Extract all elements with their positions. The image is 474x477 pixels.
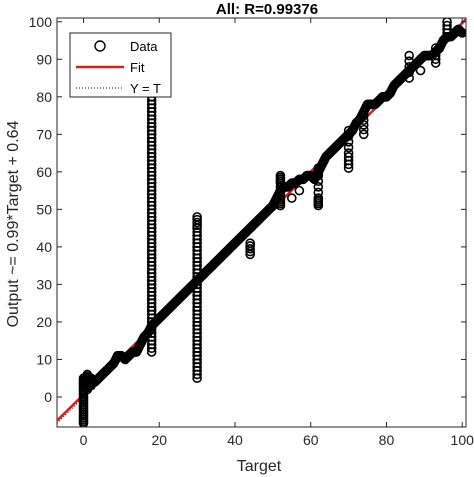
y-tick-label: 20 (36, 314, 52, 330)
x-tick-label: 40 (227, 432, 243, 448)
x-tick-label: 80 (379, 432, 395, 448)
data-point (275, 170, 286, 181)
data-point (404, 61, 414, 72)
data-point (343, 152, 354, 162)
x-tick-label: 20 (151, 432, 167, 448)
data-point (313, 163, 324, 173)
data-point (430, 43, 441, 53)
data-point (294, 185, 305, 196)
data-point (245, 241, 255, 251)
y-tick-label: 60 (36, 164, 52, 180)
legend-marker-circle (94, 40, 106, 52)
y-tick-label: 90 (36, 51, 52, 67)
y-tick-label: 100 (29, 14, 53, 30)
data-point (454, 25, 465, 35)
data-point (358, 110, 369, 121)
data-point (455, 26, 466, 36)
y-axis-label: Output ~= 0.99*Target + 0.64 (5, 120, 22, 327)
y-tick-label: 0 (44, 389, 52, 405)
data-point (404, 73, 414, 83)
data-point (192, 214, 202, 225)
legend-box (69, 32, 172, 98)
legend-label: Y = T (130, 81, 161, 96)
plot-area: 0 20 40 60 80 100 0 10 20 30 40 50 60 70 80 90 100 (29, 14, 474, 448)
data-point (404, 67, 414, 78)
y-tick-label: 70 (36, 126, 52, 142)
data-point (313, 187, 324, 198)
y-tick-label: 30 (36, 276, 52, 292)
data-point (442, 18, 452, 27)
x-axis-label: Target (237, 458, 282, 475)
data-point (343, 137, 354, 147)
data-point (358, 129, 369, 140)
data-point (404, 56, 414, 66)
legend: Data Fit Y = T (69, 32, 172, 98)
data-point (313, 193, 324, 203)
data-point (245, 238, 255, 248)
data-point (442, 20, 452, 31)
data-point (343, 142, 354, 153)
data-point (430, 46, 441, 57)
data-point (192, 212, 202, 222)
y-tick-label: 40 (36, 239, 52, 255)
data-point (343, 131, 354, 141)
x-tick-label: 100 (451, 432, 474, 448)
data-point (358, 120, 369, 130)
data-point (457, 28, 466, 38)
data-point (245, 243, 255, 254)
data-point (404, 50, 414, 61)
data-point (286, 193, 297, 203)
y-tick-label: 50 (36, 201, 52, 217)
x-tick-label: 60 (303, 432, 319, 448)
data-point (456, 27, 466, 37)
y-tick-label: 80 (36, 89, 52, 105)
data-point (313, 182, 324, 192)
data-point (192, 227, 202, 237)
legend-label: Fit (130, 60, 145, 75)
data-point (358, 124, 369, 135)
y-tick-label: 10 (36, 351, 52, 367)
data-point (415, 65, 426, 76)
plot-inner (57, 18, 466, 427)
data-point (192, 217, 202, 228)
data-point (358, 115, 369, 126)
data-point (343, 125, 354, 136)
chart-title: All: R=0.99376 (216, 1, 318, 18)
x-tick-label: 0 (80, 432, 88, 448)
data-point (343, 148, 354, 158)
legend-label: Data (130, 39, 158, 54)
